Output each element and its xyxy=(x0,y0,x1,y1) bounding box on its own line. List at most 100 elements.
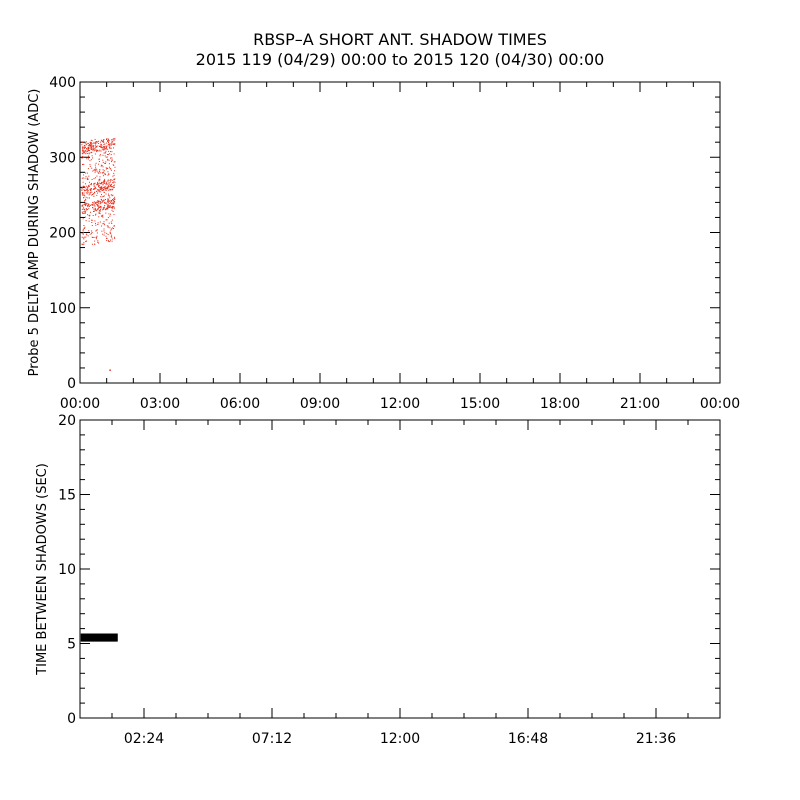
data-point xyxy=(107,187,109,189)
data-point xyxy=(88,158,89,160)
data-point xyxy=(102,183,104,185)
data-point xyxy=(89,192,91,194)
data-point xyxy=(106,208,108,210)
data-point xyxy=(105,161,107,163)
data-point xyxy=(88,204,90,206)
data-point xyxy=(107,167,109,169)
data-point xyxy=(85,236,87,238)
data-point xyxy=(112,138,114,140)
data-point xyxy=(98,203,100,205)
data-point xyxy=(110,151,111,153)
data-point xyxy=(104,202,106,204)
data-point xyxy=(98,143,100,144)
data-point xyxy=(107,208,109,210)
data-point xyxy=(113,214,115,216)
data-point xyxy=(88,230,90,232)
data-point xyxy=(102,214,104,216)
data-point xyxy=(108,150,110,152)
data-point xyxy=(95,201,97,203)
data-point xyxy=(112,144,114,145)
data-point xyxy=(98,161,100,162)
data-point xyxy=(94,147,96,149)
data-point xyxy=(102,233,104,235)
data-point xyxy=(100,188,102,190)
data-point xyxy=(86,149,88,151)
data-point xyxy=(104,202,106,204)
data-point xyxy=(92,170,94,172)
data-point xyxy=(97,240,99,242)
x-tick-label: 21:36 xyxy=(636,731,676,747)
data-point xyxy=(91,243,93,245)
data-point xyxy=(108,186,110,188)
data-point xyxy=(95,149,97,151)
x-tick-label: 09:00 xyxy=(300,396,340,412)
data-point xyxy=(89,144,91,146)
data-point xyxy=(83,174,85,176)
data-point xyxy=(108,195,110,196)
data-point xyxy=(83,242,85,244)
data-point xyxy=(101,200,103,202)
data-point xyxy=(81,208,83,210)
data-point xyxy=(113,179,115,181)
data-point xyxy=(90,159,92,161)
data-point xyxy=(88,185,89,187)
data-point xyxy=(111,223,113,224)
top-panel: 0 100 200 300 400 00:00 03:00 06:00 09:00 12:00 15… xyxy=(27,75,740,412)
data-point xyxy=(92,215,94,216)
data-point xyxy=(94,187,96,189)
data-point xyxy=(91,188,92,190)
data-point xyxy=(110,185,111,187)
data-point xyxy=(103,145,105,147)
data-point xyxy=(86,144,88,146)
data-point xyxy=(93,168,95,170)
data-point xyxy=(95,141,97,142)
data-point xyxy=(88,145,90,147)
data-point xyxy=(93,211,94,212)
data-point xyxy=(92,149,94,151)
data-point xyxy=(98,163,100,165)
data-point xyxy=(106,181,108,183)
data-point xyxy=(100,147,102,148)
data-point xyxy=(108,183,110,185)
y-tick-label: 200 xyxy=(49,226,76,242)
data-point xyxy=(91,152,93,153)
data-point xyxy=(81,211,83,213)
data-point xyxy=(109,143,110,145)
data-point xyxy=(89,214,91,216)
data-point xyxy=(97,185,99,187)
x-tick-label: 07:12 xyxy=(252,731,292,747)
data-point xyxy=(107,198,109,200)
data-point xyxy=(100,172,102,174)
data-point xyxy=(89,147,91,149)
data-point xyxy=(105,167,107,169)
data-point xyxy=(99,212,101,214)
data-point xyxy=(83,211,85,213)
data-point xyxy=(85,185,87,187)
data-point xyxy=(89,149,90,151)
data-point xyxy=(94,205,96,207)
data-point xyxy=(88,142,90,144)
data-point xyxy=(88,194,90,196)
data-point xyxy=(100,206,102,207)
data-point xyxy=(86,142,88,144)
data-point xyxy=(82,232,84,234)
y-tick-label: 10 xyxy=(58,562,76,578)
data-point xyxy=(109,241,111,243)
data-point xyxy=(103,228,105,230)
data-point xyxy=(87,187,89,188)
data-point xyxy=(113,199,115,201)
data-point xyxy=(94,240,96,242)
data-point xyxy=(111,160,113,161)
data-point xyxy=(84,147,86,148)
data-point xyxy=(93,209,95,211)
data-point xyxy=(109,231,111,233)
data-point xyxy=(108,200,110,202)
data-point xyxy=(98,206,100,208)
data-point xyxy=(102,139,104,141)
data-point xyxy=(82,185,84,187)
data-point xyxy=(88,184,90,186)
data-point xyxy=(87,146,89,148)
data-point xyxy=(89,188,91,190)
data-point xyxy=(105,209,107,211)
data-point xyxy=(83,156,85,158)
